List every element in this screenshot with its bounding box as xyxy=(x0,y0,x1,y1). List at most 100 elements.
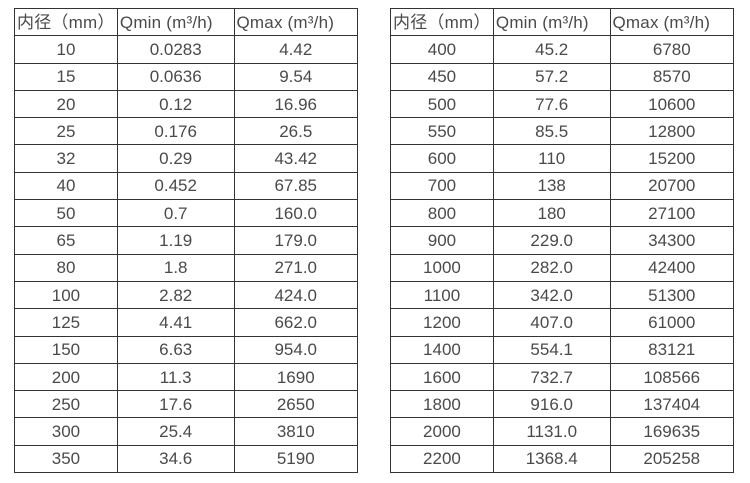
table-row: 900 229.0 34300 xyxy=(390,226,734,255)
table-cell: 554.1 xyxy=(492,335,611,364)
table-row: 450 57.2 8570 xyxy=(390,62,734,91)
column-header-diameter: 内径（mm） xyxy=(14,7,118,37)
table-row: 20 0.12 16.96 xyxy=(14,89,358,119)
table-cell: 67.85 xyxy=(233,171,358,201)
table-cell: 1690 xyxy=(233,362,358,392)
table-cell: 1100 xyxy=(390,280,494,310)
table-row: 1800 916.0 137404 xyxy=(390,390,734,419)
table-cell: 50 xyxy=(14,199,118,228)
table-cell: 11.3 xyxy=(116,362,235,392)
table-row: 125 4.41 662.0 xyxy=(14,308,358,337)
header-row: 内径（mm） Qmin (m³/h) Qmax (m³/h) xyxy=(390,7,734,37)
table-row: 550 85.5 12800 xyxy=(390,117,734,146)
table-cell: 800 xyxy=(390,199,494,228)
table-cell: 20700 xyxy=(609,171,734,201)
table-cell: 300 xyxy=(14,417,118,446)
table-cell: 2200 xyxy=(390,444,494,474)
table-cell: 342.0 xyxy=(492,280,611,310)
table-row: 250 17.6 2650 xyxy=(14,390,358,419)
table-cell: 732.7 xyxy=(492,362,611,392)
table-row: 350 34.6 5190 xyxy=(14,444,358,474)
table-cell: 17.6 xyxy=(116,390,235,419)
table-cell: 32 xyxy=(14,144,118,173)
table-row: 300 25.4 3810 xyxy=(14,417,358,446)
table-cell: 450 xyxy=(390,62,494,91)
table-cell: 179.0 xyxy=(233,226,358,255)
table-cell: 26.5 xyxy=(233,117,358,146)
table-cell: 57.2 xyxy=(492,62,611,91)
table-cell: 45.2 xyxy=(492,35,611,64)
table-cell: 271.0 xyxy=(233,253,358,282)
table-cell: 8570 xyxy=(609,62,734,91)
table-cell: 424.0 xyxy=(233,280,358,310)
table-cell: 662.0 xyxy=(233,308,358,337)
flow-table-large-diameter: 内径（mm） Qmin (m³/h) Qmax (m³/h) 400 45.2 67… xyxy=(390,7,734,474)
table-row: 1200 407.0 61000 xyxy=(390,308,734,337)
table-cell: 229.0 xyxy=(492,226,611,255)
table-cell: 0.29 xyxy=(116,144,235,173)
table-cell: 150 xyxy=(14,335,118,364)
table-cell: 407.0 xyxy=(492,308,611,337)
table-cell: 12800 xyxy=(609,117,734,146)
table-cell: 42400 xyxy=(609,253,734,282)
table-cell: 108566 xyxy=(609,362,734,392)
table-cell: 110 xyxy=(492,144,611,173)
table-cell: 6780 xyxy=(609,35,734,64)
table-cell: 25.4 xyxy=(116,417,235,446)
table-cell: 100 xyxy=(14,280,118,310)
table-row: 2000 1131.0 169635 xyxy=(390,417,734,446)
table-cell: 350 xyxy=(14,444,118,474)
table-row: 100 2.82 424.0 xyxy=(14,280,358,310)
table-cell: 80 xyxy=(14,253,118,282)
table-cell: 77.6 xyxy=(492,89,611,119)
column-header-qmin: Qmin (m³/h) xyxy=(116,7,235,37)
table-cell: 0.0283 xyxy=(116,35,235,64)
column-header-diameter: 内径（mm） xyxy=(390,7,494,37)
table-cell: 65 xyxy=(14,226,118,255)
table-row: 1600 732.7 108566 xyxy=(390,362,734,392)
table-row: 1100 342.0 51300 xyxy=(390,280,734,310)
flow-table-large-diameter-container: 内径（mm） Qmin (m³/h) Qmax (m³/h) 400 45.2 67… xyxy=(390,7,734,474)
table-row: 80 1.8 271.0 xyxy=(14,253,358,282)
table-row: 1000 282.0 42400 xyxy=(390,253,734,282)
table-row: 25 0.176 26.5 xyxy=(14,117,358,146)
table-cell: 0.452 xyxy=(116,171,235,201)
table-row: 600 110 15200 xyxy=(390,144,734,173)
table-cell: 4.42 xyxy=(233,35,358,64)
table-row: 15 0.0636 9.54 xyxy=(14,62,358,91)
table-cell: 20 xyxy=(14,89,118,119)
table-cell: 34.6 xyxy=(116,444,235,474)
table-cell: 550 xyxy=(390,117,494,146)
table-cell: 200 xyxy=(14,362,118,392)
table-cell: 250 xyxy=(14,390,118,419)
table-row: 200 11.3 1690 xyxy=(14,362,358,392)
table-body: 10 0.0283 4.42 15 0.0636 9.54 20 0.12 16.96 25 0.1… xyxy=(14,35,358,474)
table-row: 50 0.7 160.0 xyxy=(14,199,358,228)
table-cell: 160.0 xyxy=(233,199,358,228)
table-cell: 9.54 xyxy=(233,62,358,91)
table-cell: 180 xyxy=(492,199,611,228)
table-row: 150 6.63 954.0 xyxy=(14,335,358,364)
column-header-qmax: Qmax (m³/h) xyxy=(233,7,358,37)
table-cell: 43.42 xyxy=(233,144,358,173)
table-cell: 27100 xyxy=(609,199,734,228)
table-row: 800 180 27100 xyxy=(390,199,734,228)
table-cell: 1368.4 xyxy=(492,444,611,474)
table-row: 2200 1368.4 205258 xyxy=(390,444,734,474)
table-cell: 4.41 xyxy=(116,308,235,337)
table-cell: 25 xyxy=(14,117,118,146)
column-header-qmax: Qmax (m³/h) xyxy=(609,7,734,37)
table-cell: 10 xyxy=(14,35,118,64)
table-cell: 83121 xyxy=(609,335,734,364)
table-cell: 137404 xyxy=(609,390,734,419)
table-cell: 61000 xyxy=(609,308,734,337)
table-cell: 1000 xyxy=(390,253,494,282)
table-cell: 400 xyxy=(390,35,494,64)
table-cell: 205258 xyxy=(609,444,734,474)
header-row: 内径（mm） Qmin (m³/h) Qmax (m³/h) xyxy=(14,7,358,37)
table-cell: 3810 xyxy=(233,417,358,446)
table-cell: 282.0 xyxy=(492,253,611,282)
table-cell: 125 xyxy=(14,308,118,337)
table-row: 500 77.6 10600 xyxy=(390,89,734,119)
table-cell: 15200 xyxy=(609,144,734,173)
